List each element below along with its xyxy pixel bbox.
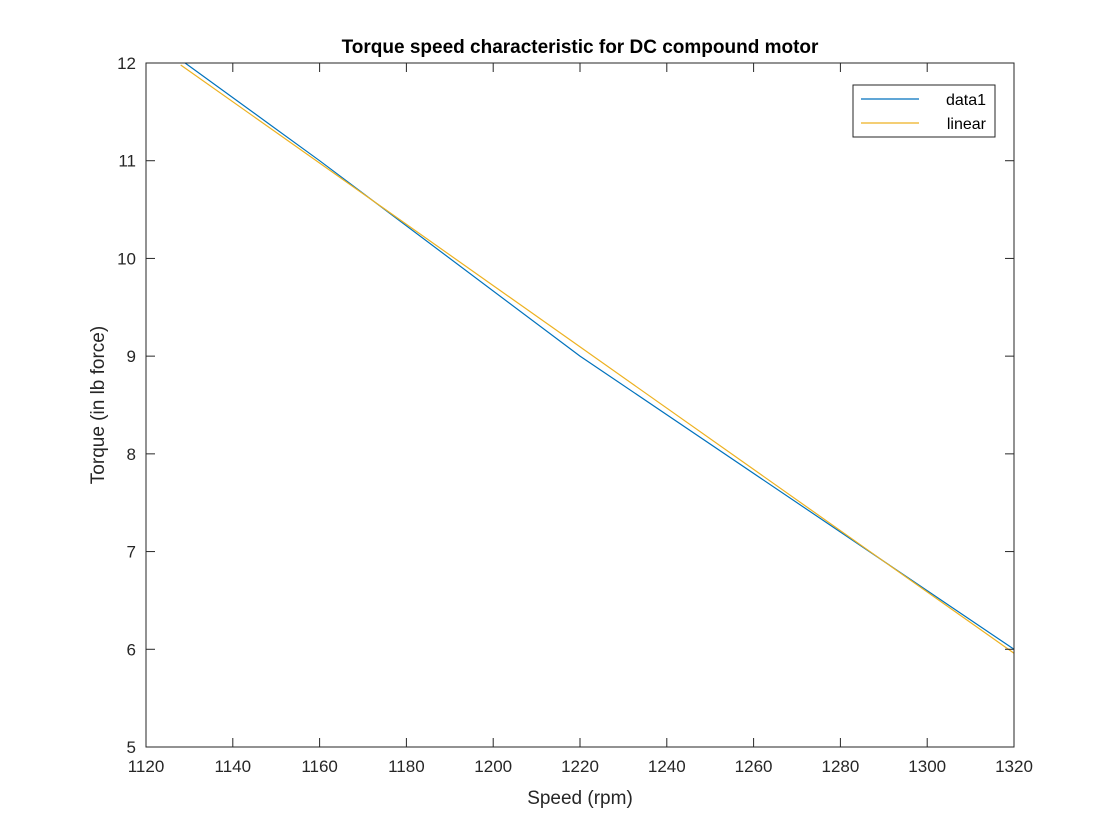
legend-box	[852, 84, 996, 138]
legend-label: data1	[946, 92, 986, 109]
x-tick-label: 1200	[474, 757, 512, 776]
y-tick-label: 7	[127, 543, 136, 562]
x-tick-label: 1300	[908, 757, 946, 776]
x-tick-label: 1220	[561, 757, 599, 776]
ticks-layer: 1120 1140 1160 1180 1200 1220 1240 1260 1280 1300…	[117, 54, 1033, 776]
x-tick-label: 1120	[128, 757, 165, 776]
y-tick-label: 5	[127, 738, 136, 757]
y-tick-label: 10	[117, 249, 136, 268]
x-tick-label: 1240	[648, 757, 686, 776]
x-tick-label: 1140	[215, 757, 252, 776]
x-tick-label: 1280	[821, 757, 859, 776]
series-layer	[180, 62, 1015, 654]
x-tick-label: 1160	[301, 757, 338, 776]
x-tick-label: 1180	[388, 757, 425, 776]
x-tick-label: 1320	[995, 757, 1033, 776]
y-tick-label: 11	[118, 152, 136, 171]
legend-label: linear	[947, 116, 987, 133]
y-tick-label: 8	[127, 445, 136, 464]
y-tick-label: 12	[117, 54, 136, 73]
y-tick-label: 9	[127, 347, 136, 366]
plot-area	[146, 63, 1014, 747]
y-axis-label: Torque (in lb force)	[88, 326, 109, 484]
y-tick-label: 6	[127, 640, 136, 659]
series-line-linear	[180, 64, 1015, 654]
x-axis-label: Speed (rpm)	[527, 788, 633, 809]
series-line-data1	[184, 62, 1015, 650]
legend: data1 linear	[852, 84, 996, 138]
chart-title: Torque speed characteristic for DC compo…	[342, 37, 819, 58]
x-tick-label: 1260	[735, 757, 773, 776]
